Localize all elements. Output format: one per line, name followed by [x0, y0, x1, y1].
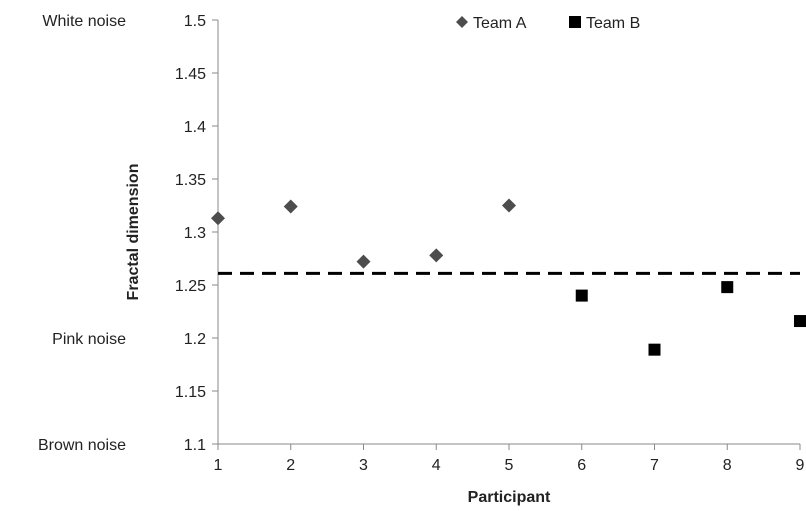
team-a-point: [356, 254, 371, 269]
noise-label: White noise: [42, 13, 126, 30]
y-tick-label: 1.15: [175, 384, 206, 401]
x-tick-label: 7: [650, 457, 659, 474]
x-tick-label: 8: [723, 457, 732, 474]
y-tick-label: 1.1: [184, 437, 206, 454]
y-tick-label: 1.35: [175, 172, 206, 189]
y-tick-label: 1.5: [184, 13, 206, 30]
x-tick-label: 3: [359, 457, 368, 474]
y-tick-label: 1.4: [184, 119, 206, 136]
x-tick-label: 1: [214, 457, 223, 474]
noise-label: Brown noise: [38, 437, 126, 454]
x-tick-label: 9: [796, 457, 805, 474]
x-tick-label: 5: [505, 457, 514, 474]
data-points: [211, 198, 806, 356]
noise-labels: White noise Pink noise Brown noise: [38, 13, 126, 454]
x-tick-label: 6: [577, 457, 586, 474]
y-tick-label: 1.3: [184, 225, 206, 242]
y-tick-label: 1.2: [184, 331, 206, 348]
y-axis: 1.1 1.15 1.2 1.25 1.3 1.35 1.4 1.45 1.5: [175, 13, 219, 454]
y-axis-title: Fractal dimension: [125, 164, 142, 301]
team-a-point: [502, 198, 516, 213]
legend-diamond-icon: [456, 16, 468, 28]
x-tick-label: 2: [286, 457, 295, 474]
team-b-point: [721, 281, 734, 294]
x-axis-title: Participant: [468, 489, 551, 506]
legend: Team A Team B: [456, 15, 640, 32]
team-b-point: [794, 315, 806, 328]
team-a-point: [283, 199, 298, 214]
team-b-point: [648, 343, 661, 356]
y-tick-label: 1.45: [175, 66, 206, 83]
x-axis: 1 2 3 4 5 6 7 8 9: [214, 443, 805, 474]
noise-label: Pink noise: [52, 331, 126, 348]
team-a-point: [211, 211, 225, 226]
legend-label: Team B: [586, 15, 640, 32]
y-tick-label: 1.25: [175, 278, 206, 295]
legend-label: Team A: [473, 15, 527, 32]
team-a-point: [429, 248, 444, 263]
legend-square-icon: [569, 16, 581, 28]
team-b-point: [575, 289, 588, 302]
x-tick-label: 4: [432, 457, 441, 474]
